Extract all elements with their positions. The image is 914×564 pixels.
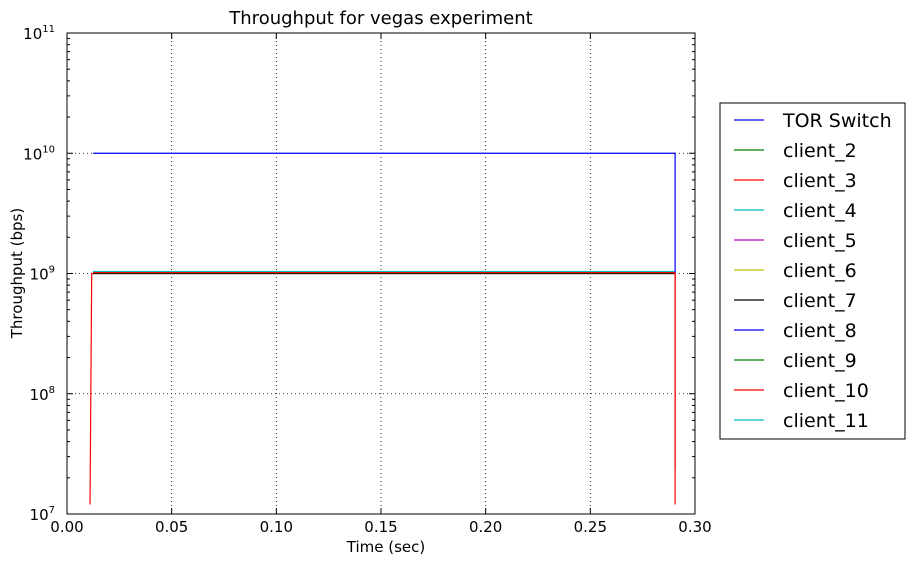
y-tick-label: 108 (30, 385, 55, 404)
axis-ticks (66, 32, 696, 515)
y-tick-label: 109 (30, 265, 55, 284)
legend-label-client-5: client_5 (783, 230, 857, 252)
legend-label-client-6: client_6 (783, 260, 857, 282)
legend-label-client-4: client_4 (783, 200, 857, 222)
x-tick-label: 0.05 (155, 518, 188, 536)
tick-labels: 0.00 0.05 0.10 0.15 0.20 0.25 0.30 107 108 109 101… (23, 24, 712, 536)
x-tick-label: 0.00 (50, 518, 83, 536)
legend: TOR Switch client_2 client_3 client_4client… (719, 102, 906, 440)
y-tick-label: 1011 (23, 24, 55, 43)
x-tick-label: 0.25 (574, 518, 607, 536)
legend-label-client-9: client_9 (783, 350, 857, 372)
chart-title: Throughput for vegas experiment (228, 8, 532, 29)
legend-box (719, 102, 906, 440)
x-axis-label: Time (sec) (346, 538, 425, 556)
x-tick-label: 0.10 (260, 518, 293, 536)
legend-label-client-8: client_8 (783, 320, 857, 342)
series-line-tor-switch (93, 152, 676, 274)
y-tick-label: 107 (30, 505, 55, 524)
series-lines (89, 152, 676, 505)
series-line-client-10 (93, 271, 676, 469)
series-line-client-3 (89, 272, 676, 505)
y-tick-label: 1010 (23, 144, 55, 163)
x-tick-label: 0.15 (364, 518, 397, 536)
x-tick-label: 0.20 (469, 518, 502, 536)
legend-label-tor-switch: TOR Switch (782, 110, 892, 132)
y-axis-label: Throughput (bps) (8, 208, 26, 339)
legend-label-client-7: client_7 (783, 290, 857, 312)
legend-label-client-10: client_10 (783, 380, 869, 402)
legend-label-client-2: client_2 (783, 140, 857, 162)
legend-label-client-3: client_3 (783, 170, 857, 192)
x-tick-label: 0.30 (678, 518, 711, 536)
legend-label-client-11: client_11 (783, 410, 869, 432)
